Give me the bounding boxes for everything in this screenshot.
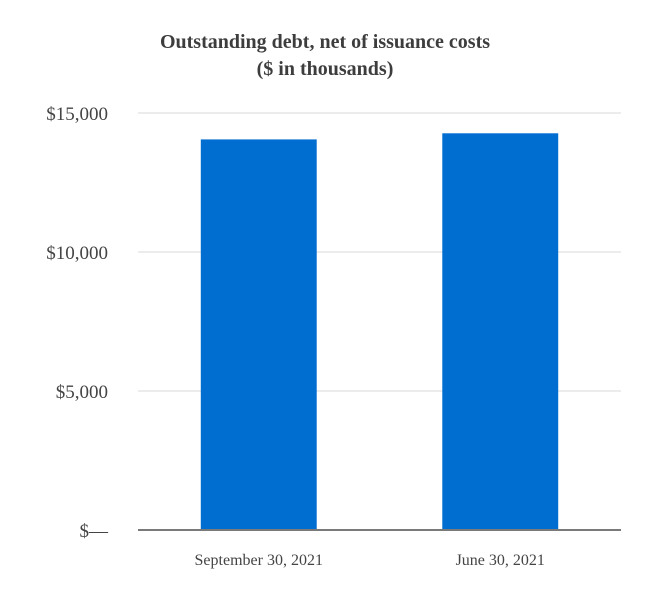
y-tick-label: $5,000 bbox=[56, 382, 108, 403]
labels: $— $5,000 $10,000 $15,000 September 30, 2021… bbox=[46, 104, 545, 569]
chart-title-line: Outstanding debt, net of issuance costs bbox=[159, 31, 491, 53]
bar bbox=[442, 133, 559, 530]
bars bbox=[200, 133, 559, 530]
y-tick-label: $15,000 bbox=[46, 104, 108, 125]
x-category-label: June 30, 2021 bbox=[456, 552, 545, 569]
y-tick-label: $10,000 bbox=[46, 243, 108, 264]
chart-title: Outstanding debt, net of issuance costs … bbox=[0, 29, 650, 83]
y-tick-label: $— bbox=[80, 521, 110, 542]
bar bbox=[200, 139, 317, 530]
x-category-label: September 30, 2021 bbox=[195, 552, 323, 569]
chart-subtitle: ($ in thousands) bbox=[256, 58, 394, 80]
